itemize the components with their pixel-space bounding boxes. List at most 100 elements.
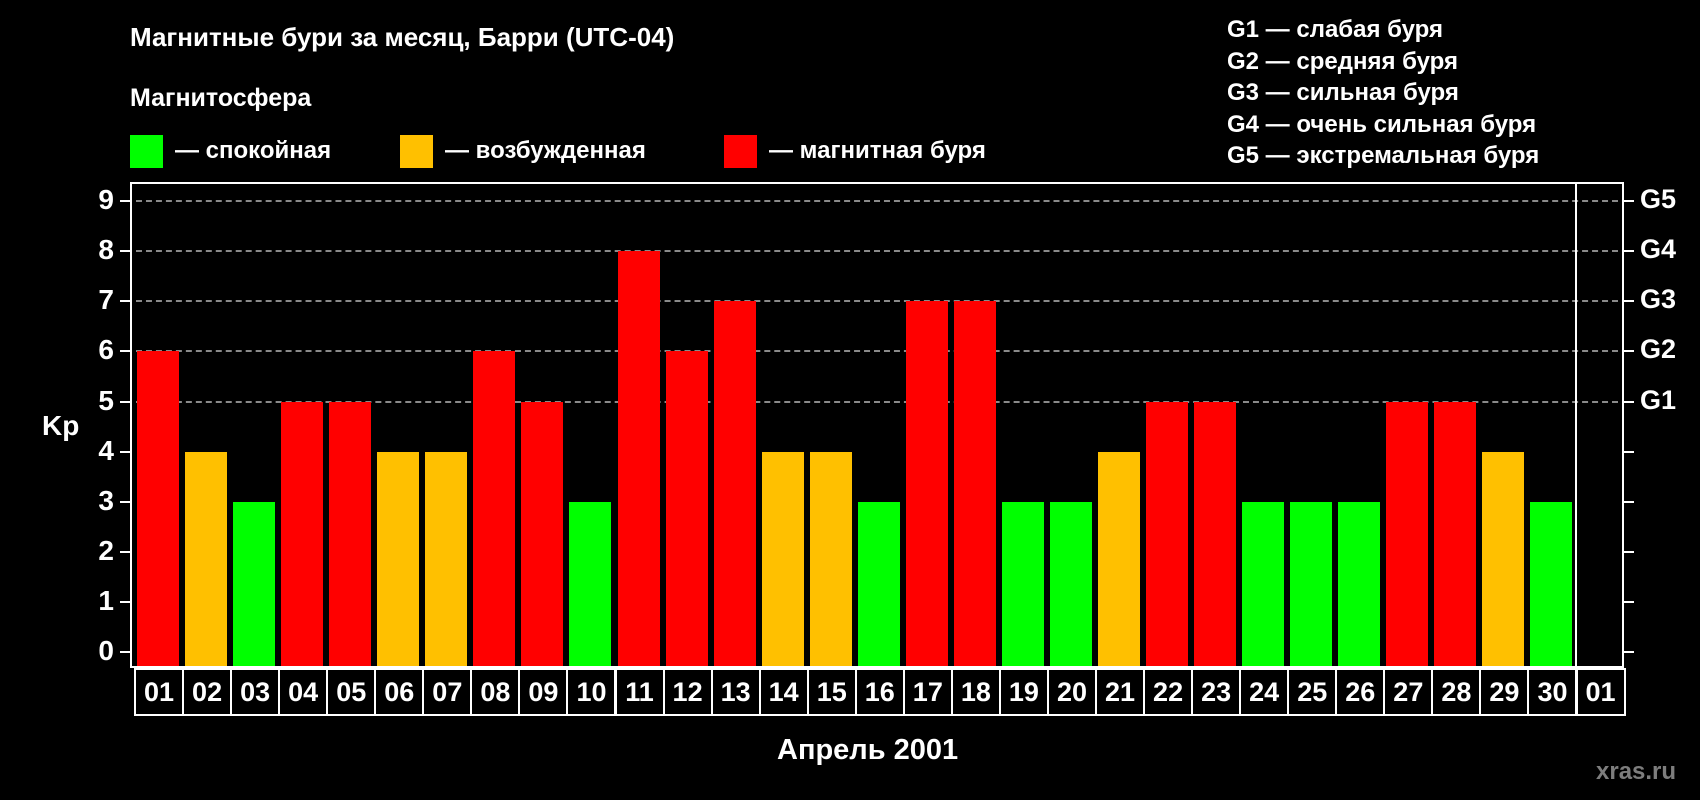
x-tick-label: 11 (614, 668, 665, 716)
month-separator (1574, 184, 1577, 666)
legend-label-storm: — магнитная буря (769, 137, 986, 164)
y-tick-label: 0 (98, 635, 114, 666)
x-tick-label: 13 (710, 668, 761, 716)
y-tick (120, 300, 130, 303)
legend-item-storm: — магнитная буря (724, 134, 986, 168)
x-tick-label: 22 (1143, 668, 1194, 716)
kp-bar (329, 401, 372, 666)
kp-bar (713, 301, 756, 666)
x-tick-label: 21 (1095, 668, 1146, 716)
right-tick (1624, 651, 1634, 653)
legend-heading: Магнитосфера (130, 84, 312, 112)
kp-bar (137, 351, 180, 666)
x-tick-label: 29 (1479, 668, 1530, 716)
g-legend-g4: G4 — очень сильная буря (1227, 110, 1537, 138)
x-tick-label: 16 (854, 668, 905, 716)
kp-bar (377, 451, 420, 666)
right-tick (1624, 450, 1634, 453)
storm-swatch-icon (724, 134, 757, 168)
right-tick (1624, 600, 1634, 603)
kp-bar (185, 451, 228, 666)
kp-bar (1194, 401, 1237, 666)
y-tick-label: 1 (98, 584, 114, 616)
y-tick (120, 450, 130, 453)
right-tick (1624, 300, 1634, 303)
kp-bar (1049, 501, 1092, 666)
g-scale-label: G4 (1640, 234, 1677, 265)
kp-bar (473, 351, 516, 666)
y-tick-label: 5 (98, 384, 114, 416)
y-tick (120, 250, 130, 253)
kp-bar (809, 451, 852, 666)
legend-label-quiet: — спокойная (175, 137, 332, 164)
x-tick-label: 23 (1191, 668, 1242, 716)
gridline (136, 300, 1618, 303)
kp-bar (1482, 451, 1525, 666)
x-tick-label: 09 (518, 668, 569, 716)
kp-bar (425, 451, 468, 666)
kp-bar (1338, 501, 1381, 666)
x-tick-label: 10 (566, 668, 617, 716)
x-tick-label: 01 (134, 668, 185, 716)
x-tick-label: 04 (278, 668, 329, 716)
kp-bar (617, 251, 660, 666)
x-tick-label: 12 (662, 668, 713, 716)
legend-item-unsettled: — возбужденная (400, 134, 646, 168)
kp-bar (1146, 401, 1189, 666)
unsettled-swatch-icon (400, 134, 433, 168)
x-tick-label: 27 (1383, 668, 1434, 716)
x-tick-label: 25 (1287, 668, 1338, 716)
x-tick-label: 24 (1239, 668, 1290, 716)
y-tick (120, 651, 130, 653)
kp-bar (761, 451, 804, 666)
plot-frame (130, 182, 1624, 668)
x-tick-label: 17 (902, 668, 953, 716)
quiet-swatch-icon (130, 134, 163, 168)
x-tick-label: 26 (1335, 668, 1386, 716)
kp-bar (1434, 401, 1477, 666)
right-tick (1624, 550, 1634, 553)
y-tick (120, 350, 130, 353)
y-tick-label: 6 (98, 334, 114, 366)
y-tick-label: 2 (98, 534, 114, 566)
kp-bar (1530, 501, 1573, 666)
kp-bar (569, 501, 612, 666)
g-legend-g3: G3 — сильная буря (1227, 79, 1459, 106)
x-tick-label: 07 (422, 668, 473, 716)
kp-bar (1001, 501, 1044, 666)
gridline (136, 200, 1618, 203)
g-scale-label: G1 (1640, 384, 1677, 415)
right-tick (1624, 200, 1634, 203)
y-tick-label: 8 (98, 234, 114, 266)
g-scale-label: G5 (1640, 184, 1677, 215)
kp-bar (1098, 451, 1141, 666)
watermark: xras.ru (1596, 758, 1677, 785)
x-tick-label: 06 (374, 668, 425, 716)
x-tick-label: 30 (1527, 668, 1578, 716)
g-legend-g5: G5 — экстремальная буря (1227, 142, 1540, 169)
y-tick (120, 500, 130, 503)
legend-item-quiet: — спокойная (130, 134, 331, 168)
right-tick (1624, 500, 1634, 503)
y-axis-label: Kp (42, 410, 80, 441)
kp-bar (1290, 501, 1333, 666)
kp-bar (857, 501, 900, 666)
g-scale-legend: G1 — слабая буря G2 — средняя буря G3 — … (1227, 14, 1539, 172)
right-tick (1624, 250, 1634, 253)
gridline (136, 400, 1618, 403)
chart-title: Магнитные бури за месяц, Барри (UTC-04) (130, 22, 675, 52)
x-axis-label: Апрель 2001 (777, 734, 959, 766)
kp-bar (953, 301, 996, 666)
kp-bar (905, 301, 948, 666)
x-tick-label: 20 (1046, 668, 1097, 716)
x-tick-label: 19 (998, 668, 1049, 716)
gridline (136, 250, 1618, 253)
x-tick-label: 08 (470, 668, 521, 716)
kp-bar (1242, 501, 1285, 666)
x-tick-label: 18 (950, 668, 1001, 716)
x-tick-label: 03 (230, 668, 281, 716)
g-legend-g1: G1 — слабая буря (1227, 16, 1444, 43)
g-legend-g2: G2 — средняя буря (1227, 47, 1458, 75)
x-tick-label: 01 (1575, 668, 1626, 716)
